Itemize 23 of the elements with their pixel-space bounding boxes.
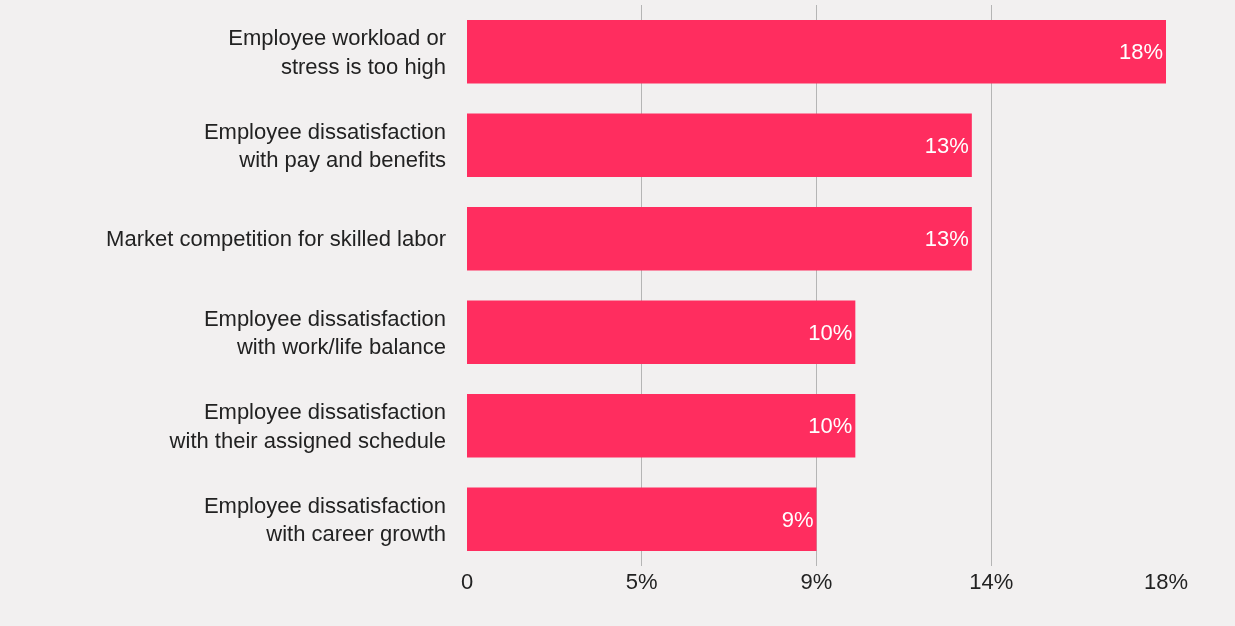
- data-label: 10%: [808, 413, 853, 439]
- data-label: 10%: [808, 319, 853, 345]
- y-tick-label: Employee workload or stress is too high: [228, 25, 446, 79]
- y-tick-label: Employee dissatisfaction with pay and benefits: [203, 118, 446, 173]
- data-label: 18%: [1118, 39, 1163, 65]
- x-tick-label: 0: [460, 569, 474, 594]
- data-label: 13%: [924, 226, 969, 252]
- y-tick-label: Employee dissatisfaction with work/life balance: [203, 305, 446, 360]
- bar: [467, 487, 817, 552]
- x-tick-label: 14%: [969, 569, 1014, 594]
- y-tick-label: Employee dissatisfaction with career growth: [203, 492, 446, 547]
- x-tick-label: 18%: [1143, 569, 1189, 594]
- x-tick-label: 5%: [625, 569, 658, 594]
- bar: [467, 19, 1166, 84]
- x-tick-label: 9%: [800, 569, 833, 594]
- bar: [467, 113, 972, 178]
- data-label: 9%: [781, 506, 814, 532]
- y-tick-label: Employee dissatisfaction with their assigned schedule: [168, 399, 446, 453]
- bar: [467, 300, 856, 365]
- bar: [467, 393, 856, 458]
- bar: [467, 206, 972, 271]
- y-tick-label: Market competition for skilled labor: [106, 226, 446, 252]
- data-label: 13%: [924, 132, 969, 158]
